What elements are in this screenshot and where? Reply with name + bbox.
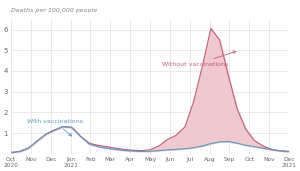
Text: Deaths per 100,000 people: Deaths per 100,000 people	[11, 8, 97, 13]
Text: Without vaccinations: Without vaccinations	[162, 51, 236, 67]
Text: With vaccinations: With vaccinations	[27, 119, 83, 136]
